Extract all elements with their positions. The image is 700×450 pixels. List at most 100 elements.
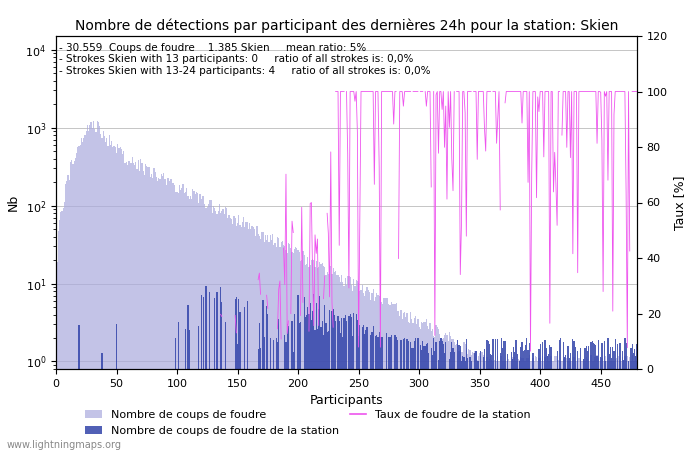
Bar xyxy=(314,330,316,450)
Bar xyxy=(617,360,618,450)
Bar xyxy=(284,246,286,450)
Bar xyxy=(568,361,570,450)
Bar xyxy=(395,337,397,450)
Bar xyxy=(489,359,490,450)
Bar xyxy=(420,328,421,450)
Bar xyxy=(586,346,587,450)
Bar xyxy=(380,297,381,450)
Bar xyxy=(571,361,572,450)
Bar xyxy=(283,245,284,450)
Bar xyxy=(623,360,624,450)
Bar xyxy=(580,348,581,450)
Bar xyxy=(264,242,265,450)
Bar xyxy=(293,351,294,450)
Bar xyxy=(364,333,365,450)
Bar xyxy=(482,352,483,450)
Bar xyxy=(559,340,560,450)
Bar xyxy=(370,335,371,450)
Bar xyxy=(630,348,631,450)
Bar xyxy=(234,299,236,450)
Bar xyxy=(492,339,493,450)
Bar xyxy=(120,147,121,450)
Bar xyxy=(490,356,491,450)
Bar xyxy=(188,199,190,450)
Bar xyxy=(93,122,94,450)
Bar xyxy=(537,361,538,450)
Taux de foudre de la station xyxy=(580,89,588,94)
Bar xyxy=(155,172,156,450)
Bar xyxy=(426,344,427,450)
Bar xyxy=(316,261,317,450)
Bar xyxy=(201,199,202,450)
Bar xyxy=(398,311,399,450)
Bar xyxy=(316,303,317,450)
Bar xyxy=(107,146,108,450)
Bar xyxy=(382,338,384,450)
Bar xyxy=(231,219,232,450)
Bar xyxy=(503,341,505,450)
Bar xyxy=(484,361,485,450)
Bar xyxy=(209,292,210,450)
Bar xyxy=(578,358,580,450)
Bar xyxy=(295,247,296,450)
Bar xyxy=(487,342,489,450)
Bar xyxy=(429,324,430,450)
Taux de foudre de la station xyxy=(377,89,386,94)
Bar xyxy=(357,320,358,450)
Bar xyxy=(526,358,528,450)
Bar xyxy=(612,361,613,450)
Y-axis label: Taux [%]: Taux [%] xyxy=(673,175,687,230)
Bar xyxy=(415,315,416,450)
Bar xyxy=(214,208,215,450)
Bar xyxy=(365,291,367,450)
Bar xyxy=(376,292,377,450)
Bar xyxy=(77,147,78,450)
Bar xyxy=(113,146,115,450)
Bar xyxy=(424,346,425,450)
Bar xyxy=(522,358,523,450)
Bar xyxy=(165,185,167,450)
Bar xyxy=(237,223,238,450)
Bar xyxy=(420,346,421,450)
Bar xyxy=(306,264,307,450)
Bar xyxy=(258,234,259,450)
Bar xyxy=(332,268,334,450)
Bar xyxy=(513,361,514,450)
Bar xyxy=(99,126,100,450)
Bar xyxy=(596,356,598,450)
Bar xyxy=(634,350,635,450)
Bar xyxy=(337,316,339,450)
Bar xyxy=(75,158,76,450)
Bar xyxy=(433,336,434,450)
Bar xyxy=(590,356,592,450)
Bar xyxy=(438,360,439,450)
Bar xyxy=(381,302,382,450)
Bar xyxy=(525,345,526,450)
Bar xyxy=(309,303,311,450)
X-axis label: Participants: Participants xyxy=(309,394,384,407)
Bar xyxy=(573,356,575,450)
Bar xyxy=(145,164,146,450)
Bar xyxy=(435,342,437,450)
Bar xyxy=(454,352,455,450)
Bar xyxy=(605,361,606,450)
Bar xyxy=(622,357,623,450)
Bar xyxy=(621,361,622,450)
Bar xyxy=(372,326,374,450)
Bar xyxy=(215,212,216,450)
Bar xyxy=(428,353,429,450)
Bar xyxy=(139,171,140,450)
Bar xyxy=(518,359,519,450)
Bar xyxy=(587,359,588,450)
Bar xyxy=(394,304,395,450)
Bar xyxy=(65,184,66,450)
Bar xyxy=(564,356,565,450)
Bar xyxy=(60,212,62,450)
Bar xyxy=(346,285,347,450)
Bar xyxy=(358,283,359,450)
Bar xyxy=(258,349,259,450)
Bar xyxy=(497,356,498,450)
Bar xyxy=(270,338,271,450)
Bar xyxy=(500,338,502,450)
Bar xyxy=(225,322,226,450)
